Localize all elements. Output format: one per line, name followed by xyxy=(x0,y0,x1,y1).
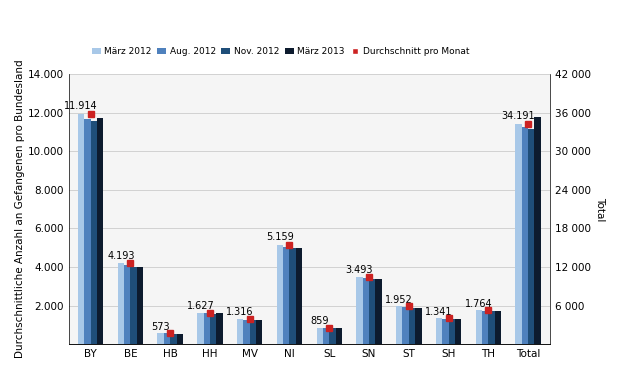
Bar xyxy=(137,267,143,344)
Text: 11.914: 11.914 xyxy=(64,101,98,111)
Bar xyxy=(256,320,262,344)
Bar xyxy=(476,310,482,344)
Bar xyxy=(442,319,448,344)
Bar xyxy=(522,127,528,344)
Bar xyxy=(409,308,415,344)
Text: 4.193: 4.193 xyxy=(107,251,135,261)
Bar xyxy=(534,117,541,344)
Bar xyxy=(356,277,363,344)
Text: 573: 573 xyxy=(151,322,170,332)
Bar xyxy=(528,129,534,344)
Bar xyxy=(237,319,244,344)
Bar xyxy=(296,248,302,344)
Bar xyxy=(170,334,177,344)
Y-axis label: Total: Total xyxy=(595,197,605,221)
Bar xyxy=(177,334,183,344)
Bar xyxy=(375,279,382,344)
Text: 3.493: 3.493 xyxy=(346,265,373,275)
Text: 34.191: 34.191 xyxy=(502,111,535,121)
Bar xyxy=(130,267,137,344)
Bar xyxy=(448,319,455,344)
Bar xyxy=(91,121,97,344)
Text: 1.341: 1.341 xyxy=(425,307,453,317)
Bar xyxy=(317,328,323,344)
Text: 1.764: 1.764 xyxy=(465,299,493,309)
Bar xyxy=(277,245,283,344)
Y-axis label: Durchschnittliche Anzahl an Gefangenen pro Bundesland: Durchschnittliche Anzahl an Gefangenen p… xyxy=(15,60,25,358)
Bar xyxy=(323,328,329,344)
Bar xyxy=(250,320,256,344)
Bar xyxy=(124,265,130,344)
Text: 1.627: 1.627 xyxy=(187,301,215,312)
Bar xyxy=(157,333,164,344)
Bar xyxy=(203,313,210,344)
Bar xyxy=(290,248,296,344)
Bar xyxy=(78,114,84,344)
Bar xyxy=(244,319,250,344)
Bar xyxy=(482,311,489,344)
Bar xyxy=(436,318,442,344)
Text: 1.316: 1.316 xyxy=(226,307,254,318)
Bar xyxy=(415,308,422,344)
Bar xyxy=(164,334,170,344)
Bar xyxy=(97,117,104,344)
Bar xyxy=(515,124,522,344)
Text: 859: 859 xyxy=(311,316,329,327)
Bar xyxy=(216,313,223,344)
Bar xyxy=(283,246,290,344)
Bar xyxy=(455,319,461,344)
Bar xyxy=(329,328,335,344)
Legend: März 2012, Aug. 2012, Nov. 2012, März 2013, Durchschnitt pro Monat: März 2012, Aug. 2012, Nov. 2012, März 20… xyxy=(88,43,473,60)
Text: 5.159: 5.159 xyxy=(266,233,294,242)
Bar xyxy=(84,119,91,344)
Bar xyxy=(210,314,216,344)
Bar xyxy=(495,311,501,344)
Bar xyxy=(197,313,203,344)
Bar xyxy=(489,311,495,344)
Bar xyxy=(335,328,342,344)
Bar xyxy=(402,307,409,344)
Bar xyxy=(118,263,124,344)
Bar xyxy=(396,306,402,344)
Text: 1.952: 1.952 xyxy=(386,295,413,305)
Bar xyxy=(363,278,369,344)
Bar xyxy=(369,279,375,344)
